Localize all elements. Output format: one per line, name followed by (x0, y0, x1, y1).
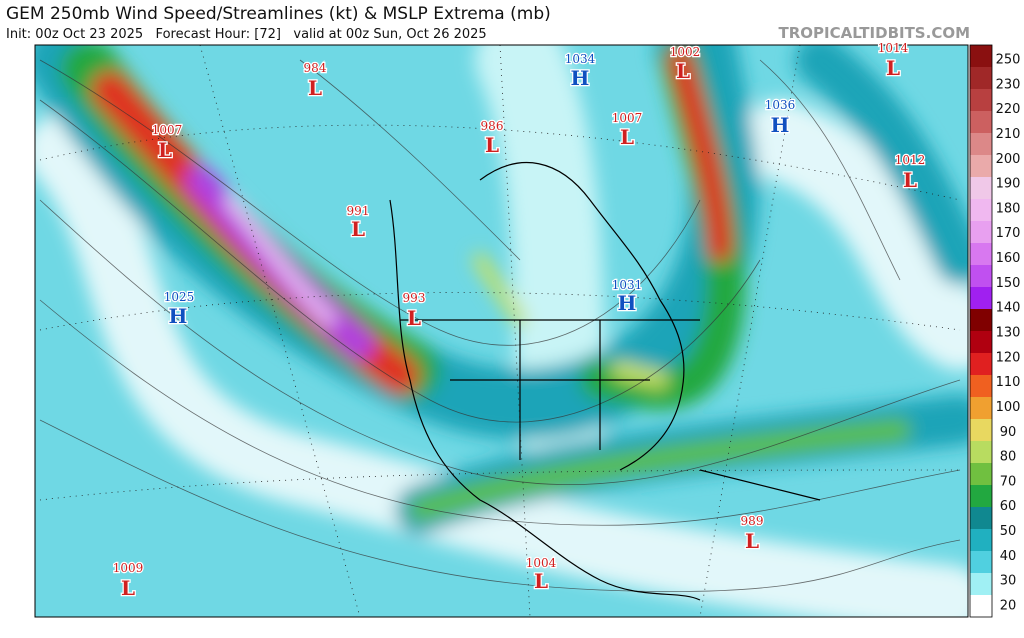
center-symbol: L (158, 138, 172, 162)
colorbar-label: 80 (1000, 450, 1017, 465)
colorbar-band (970, 155, 992, 178)
colorbar-label: 200 (996, 152, 1021, 167)
center-symbol: H (571, 66, 590, 90)
center-symbol: H (618, 291, 637, 315)
center-value: 1012 (895, 153, 926, 167)
colorbar-label: 190 (996, 177, 1021, 192)
center-symbol: L (745, 529, 759, 553)
colorbar-band (970, 463, 992, 486)
center-value: 1036 (765, 98, 796, 112)
center-value: 993 (403, 291, 426, 305)
colorbar-band (970, 177, 992, 200)
colorbar-label: 150 (996, 276, 1021, 291)
center-value: 1009 (113, 561, 144, 575)
colorbar-border (969, 44, 993, 618)
center-value: 986 (481, 119, 504, 133)
colorbar-label: 20 (1000, 599, 1017, 614)
center-value: 1034 (565, 52, 596, 66)
colorbar-label: 50 (1000, 524, 1017, 539)
colorbar-label: 130 (996, 326, 1021, 341)
colorbar-band (970, 309, 992, 332)
center-value: 991 (347, 204, 370, 218)
colorbar-band (970, 441, 992, 464)
map-border (34, 44, 969, 618)
site-label: TROPICALTIDBITS.COM (779, 24, 971, 42)
center-symbol: L (886, 56, 900, 80)
colorbar-label: 90 (1000, 425, 1017, 440)
map (35, 45, 968, 617)
center-value: 1004 (526, 556, 557, 570)
colorbar-band (970, 331, 992, 354)
center-value: 1007 (152, 123, 183, 137)
colorbar-band (970, 67, 992, 90)
colorbar-band (970, 265, 992, 288)
center-symbol: L (407, 306, 421, 330)
center-symbol: L (308, 76, 322, 100)
colorbar-label: 30 (1000, 574, 1017, 589)
colorbar-band (970, 111, 992, 134)
center-value: 1014 (878, 41, 909, 55)
colorbar: 250 230 220 210 200 190 180 170 160 150 140 130 120 1… (969, 44, 1021, 618)
colorbar-label: 180 (996, 201, 1021, 216)
center-value: 1025 (164, 290, 195, 304)
center-symbol: L (903, 168, 917, 192)
colorbar-label: 140 (996, 301, 1021, 316)
colorbar-label: 210 (996, 127, 1021, 142)
colorbar-band (970, 89, 992, 112)
center-value: 1031 (612, 278, 643, 292)
coastlines (389, 162, 821, 601)
title: GEM 250mb Wind Speed/Streamlines (kt) & … (6, 4, 551, 24)
colorbar-band (970, 45, 992, 68)
center-symbol: L (676, 59, 690, 83)
center-value: 984 (304, 61, 327, 75)
subtitle: Init: 00z Oct 23 2025 Forecast Hour: [72… (6, 27, 487, 42)
center-symbol: L (485, 133, 499, 157)
colorbar-band (970, 419, 992, 442)
center-symbol: L (121, 576, 135, 600)
colorbar-label: 230 (996, 77, 1021, 92)
colorbar-label: 220 (996, 102, 1021, 117)
colorbar-band (970, 595, 992, 618)
colorbar-label: 40 (1000, 549, 1017, 564)
center-symbol: L (351, 217, 365, 241)
colorbar-band (970, 199, 992, 222)
colorbar-band (970, 397, 992, 420)
center-symbol: H (169, 304, 188, 328)
pressure-centers: 984 L 1007 L 1034 H 1002 L 1014 L 986 L … (111, 40, 926, 602)
colorbar-band (970, 529, 992, 552)
colorbar-band (970, 551, 992, 574)
center-value: 989 (741, 514, 764, 528)
colorbar-band (970, 133, 992, 156)
colorbar-label: 160 (996, 251, 1021, 266)
colorbar-label: 170 (996, 226, 1021, 241)
center-symbol: H (771, 113, 790, 137)
streamlines (39, 59, 961, 592)
colorbar-band (970, 507, 992, 530)
center-symbol: L (620, 125, 634, 149)
graticule (39, 45, 961, 617)
colorbar-band (970, 287, 992, 310)
colorbar-band (970, 353, 992, 376)
colorbar-band (970, 375, 992, 398)
center-symbol: L (534, 569, 548, 593)
colorbar-band (970, 243, 992, 266)
center-value: 1002 (670, 45, 701, 59)
center-value: 1007 (612, 111, 643, 125)
colorbar-label: 110 (996, 375, 1021, 390)
colorbar-label: 70 (1000, 474, 1017, 489)
colorbar-band (970, 573, 992, 596)
colorbar-label: 120 (996, 350, 1021, 365)
colorbar-label: 60 (1000, 499, 1017, 514)
colorbar-label: 100 (996, 400, 1021, 415)
colorbar-label: 250 (996, 53, 1021, 68)
colorbar-band (970, 485, 992, 508)
colorbar-band (970, 221, 992, 244)
